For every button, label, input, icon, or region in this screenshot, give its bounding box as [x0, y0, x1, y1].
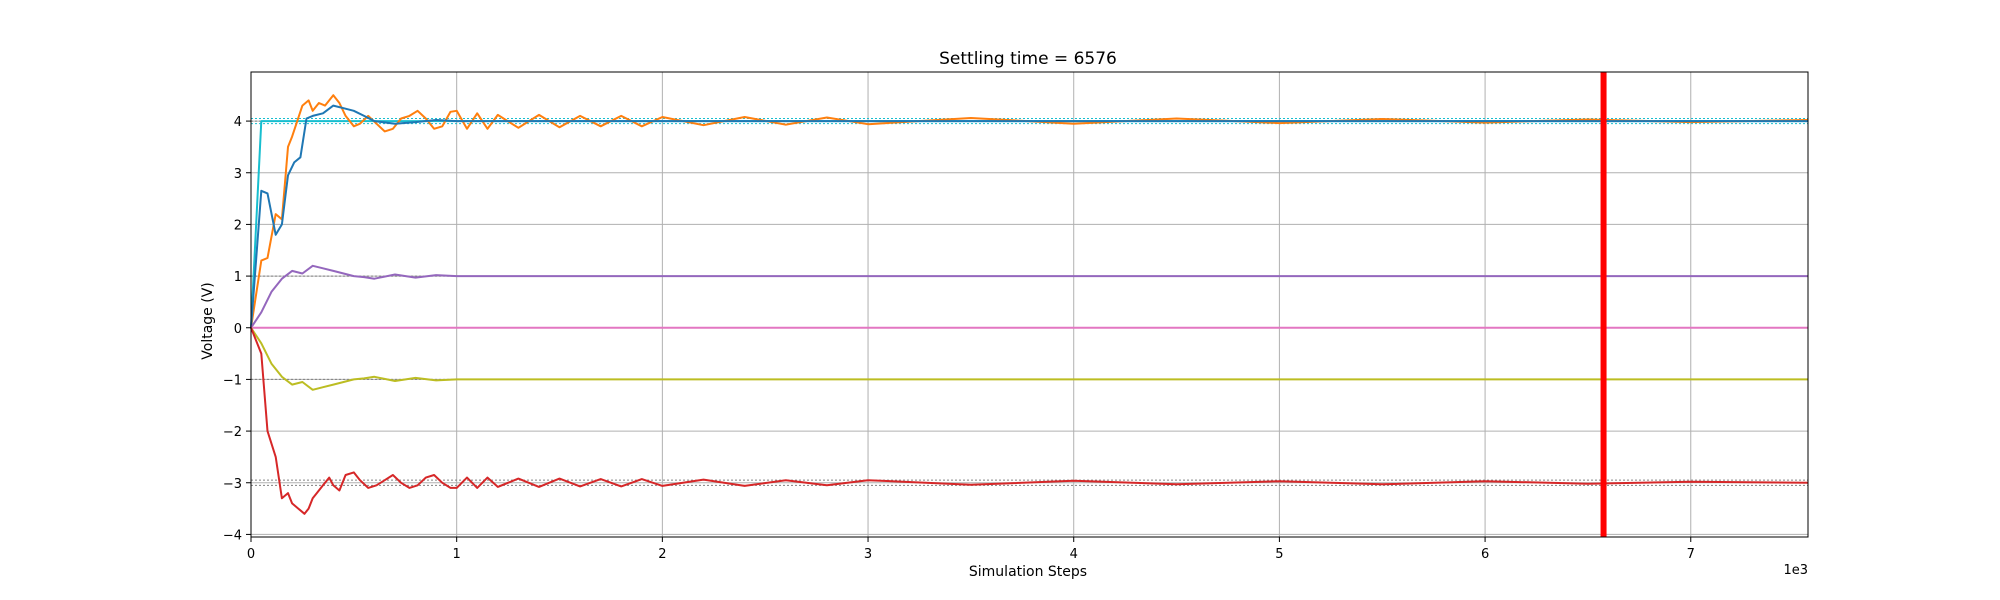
series-group — [250, 94, 1809, 515]
series-line — [250, 264, 1808, 329]
y-tick-label: 2 — [234, 218, 242, 233]
x-offset-label: 1e3 — [1783, 563, 1808, 578]
series-line — [250, 327, 1809, 515]
y-tick-label: 4 — [234, 115, 242, 130]
x-axis-label: Simulation Steps — [969, 564, 1087, 580]
y-tick-label: −1 — [223, 373, 242, 388]
y-axis-label: Voltage (V) — [200, 282, 216, 359]
y-tick-label: −2 — [223, 425, 242, 440]
reference-lines — [251, 118, 1808, 486]
x-tick-label: 7 — [1687, 547, 1695, 562]
y-tick-label: −3 — [223, 477, 242, 492]
x-tick-label: 1 — [453, 547, 461, 562]
x-tick-label: 6 — [1481, 547, 1489, 562]
y-tick-label: 3 — [234, 167, 242, 182]
x-tick-label: 3 — [864, 547, 872, 562]
plot-frame — [250, 71, 1809, 538]
y-tick-label: −4 — [223, 528, 242, 543]
x-tick-label: 5 — [1275, 547, 1283, 562]
chart-title: Settling time = 6576 — [939, 49, 1117, 69]
grid — [250, 72, 1808, 537]
y-tick-label: 0 — [234, 322, 242, 337]
x-tick-label: 2 — [658, 547, 666, 562]
x-tick-label: 4 — [1070, 547, 1078, 562]
x-tick-label: 0 — [247, 547, 255, 562]
series-line — [250, 327, 1808, 391]
x-ticks: 0 1 2 3 4 5 6 7 — [247, 537, 1695, 562]
y-ticks: −4 −3 −2 −1 0 1 2 3 4 — [223, 115, 251, 543]
y-tick-label: 1 — [234, 270, 242, 285]
series-line — [250, 94, 1809, 328]
series-line — [250, 104, 1808, 328]
